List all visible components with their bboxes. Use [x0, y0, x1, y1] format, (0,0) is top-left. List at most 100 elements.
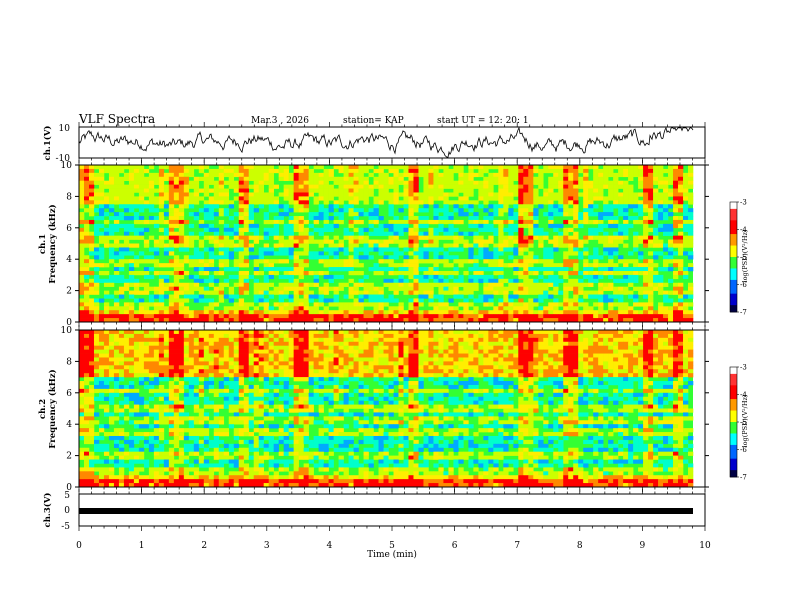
- spectrogram-cell: [433, 341, 439, 346]
- spectrogram-cell: [88, 212, 95, 217]
- spectrogram-cell: [263, 290, 269, 295]
- spectrogram-cell: [153, 219, 160, 225]
- spectrogram-cell: [148, 200, 155, 205]
- spectrogram-cell: [248, 165, 255, 170]
- spectrogram-cell: [548, 353, 554, 358]
- spectrogram-cell: [638, 302, 644, 307]
- spectrogram-cell: [263, 172, 269, 178]
- spectrogram-cell: [128, 208, 135, 213]
- spectrogram-cell: [223, 267, 230, 272]
- spectrogram-cell: [533, 302, 539, 307]
- spectrogram-cell: [278, 192, 284, 197]
- spectrogram-cell: [358, 353, 364, 358]
- spectrogram-cell: [638, 168, 644, 174]
- spectrogram-cell: [563, 208, 569, 213]
- spectrogram-cell: [158, 204, 165, 209]
- spectrogram-cell: [293, 184, 299, 189]
- spectrogram-cell: [388, 357, 394, 362]
- spectrogram-cell: [358, 357, 364, 362]
- spectrogram-cell: [238, 310, 245, 315]
- spectrogram-cell: [323, 196, 329, 201]
- spectrogram-cell: [373, 314, 379, 319]
- spectrogram-cell: [153, 294, 160, 299]
- spectrogram-cell: [173, 263, 180, 268]
- spectrogram-cell: [368, 314, 374, 319]
- spectrogram-cell: [273, 353, 279, 358]
- spectrogram-cell: [628, 330, 634, 335]
- spectrogram-cell: [618, 302, 624, 307]
- spectrogram-cell: [323, 223, 329, 229]
- spectrogram-cell: [628, 294, 634, 299]
- spectrogram-cell: [198, 176, 205, 181]
- spectrogram-cell: [338, 361, 344, 366]
- spectrogram-cell: [503, 333, 509, 339]
- spectrogram-cell: [128, 227, 135, 233]
- spectrogram-cell: [98, 361, 105, 366]
- spectrogram-cell: [433, 172, 439, 178]
- spectrogram-cell: [293, 239, 299, 244]
- spectrogram-cell: [323, 208, 329, 213]
- spectrogram-cell: [468, 314, 474, 319]
- spectrogram-cell: [358, 349, 364, 354]
- spectrogram-cell: [388, 345, 394, 350]
- spectrogram-cell: [143, 361, 150, 366]
- spectrogram-cell: [188, 243, 195, 248]
- spectrogram-cell: [308, 314, 314, 319]
- spectrogram-cell: [368, 223, 374, 229]
- spectrogram-cell: [423, 349, 429, 354]
- spectrogram-cell: [418, 314, 424, 319]
- spectrogram-cell: [623, 180, 629, 185]
- spectrogram-cell: [83, 267, 90, 272]
- spectrogram-cell: [213, 310, 220, 315]
- spectrogram-cell: [238, 298, 245, 303]
- spectrogram-cell: [688, 310, 694, 315]
- spectrogram-cell: [413, 192, 419, 197]
- spectrogram-cell: [483, 290, 489, 295]
- spectrogram-cell: [528, 184, 534, 189]
- spectrogram-cell: [688, 212, 694, 217]
- spectrogram-cell: [368, 282, 374, 287]
- spectrogram-cell: [533, 345, 539, 350]
- spectrogram-cell: [213, 270, 220, 276]
- spectrogram-cell: [218, 243, 225, 248]
- colorbar-swatch: [730, 213, 737, 217]
- spectrogram-cell: [258, 365, 264, 370]
- spectrogram-cell: [453, 314, 459, 319]
- spectrogram-cell: [83, 318, 90, 323]
- spectrogram-cell: [378, 286, 384, 291]
- spectrogram-cell: [248, 219, 255, 225]
- spectrogram-cell: [623, 200, 629, 205]
- spectrogram-cell: [648, 239, 654, 244]
- spectrogram-cell: [448, 231, 454, 236]
- spectrogram-cell: [683, 239, 689, 244]
- spectrogram-cell: [323, 259, 329, 264]
- spectrogram-cell: [303, 306, 309, 311]
- spectrogram-cell: [513, 247, 519, 252]
- spectrogram-cell: [83, 306, 90, 311]
- colorbar-swatch: [730, 245, 737, 249]
- spectrogram-cell: [88, 341, 95, 346]
- spectrogram-cell: [298, 227, 304, 233]
- spectrogram-cell: [493, 330, 499, 335]
- spectrogram-cell: [263, 333, 269, 339]
- spectrogram-cell: [323, 286, 329, 291]
- spectrogram-cell: [213, 286, 220, 291]
- spectrogram-cell: [553, 330, 559, 335]
- spectrogram-cell: [468, 243, 474, 248]
- spectrogram-cell: [283, 345, 289, 350]
- spectrogram-cell: [513, 353, 519, 358]
- spectrogram-cell: [333, 176, 339, 181]
- spectrogram-cell: [643, 216, 649, 221]
- spectrogram-cell: [668, 212, 674, 217]
- spectrogram-cell: [673, 223, 679, 229]
- spectrogram-cell: [408, 168, 414, 174]
- spectrogram-cell: [593, 294, 599, 299]
- spectrogram-cell: [168, 196, 175, 201]
- spectrogram-cell: [458, 345, 464, 350]
- spectrogram-cell: [433, 345, 439, 350]
- spectrogram-cell: [498, 306, 504, 311]
- spectrogram-cell: [433, 267, 439, 272]
- spectrogram-cell: [198, 208, 205, 213]
- spectrogram-cell: [528, 290, 534, 295]
- spectrogram-cell: [308, 353, 314, 358]
